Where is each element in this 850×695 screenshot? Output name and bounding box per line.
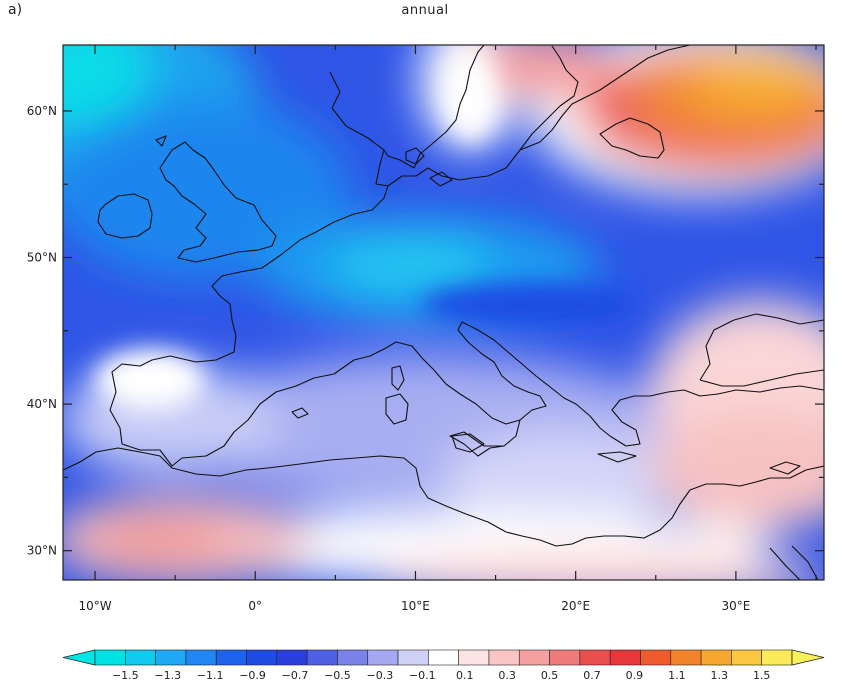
colorbar-swatch: [549, 649, 581, 666]
coast-baltic: [519, 45, 691, 159]
colorbar-swatch: [428, 649, 459, 666]
lon-label: 0°: [248, 599, 262, 613]
coast-ireland: [97, 193, 153, 239]
latitude-labels: 60°N 50°N 40°N 30°N: [27, 104, 57, 558]
colorbar-swatch: [579, 649, 611, 666]
colorbar-swatch: [458, 649, 490, 666]
colorbar-swatch: [609, 649, 641, 666]
axis-ticks: [63, 45, 824, 580]
colorbar-label: −1.5: [112, 669, 139, 682]
colorbar-swatch: [337, 649, 369, 666]
coast-sardinia: [385, 393, 409, 425]
panel-label: a): [8, 2, 23, 18]
coast-scandinavia: [383, 45, 485, 169]
coastlines: [63, 45, 824, 580]
colorbar-label: 1.1: [668, 669, 686, 682]
colorbar-swatch: [397, 649, 429, 666]
colorbar-label: −0.5: [324, 669, 351, 682]
colorbar-label: 1.3: [711, 669, 729, 682]
colorbar-label: −0.3: [367, 669, 394, 682]
colorbar-swatch: [155, 649, 187, 666]
colorbar-label: 0.9: [626, 669, 644, 682]
coast-great-britain: [159, 141, 277, 263]
colorbar-swatch: [276, 649, 308, 666]
colorbar-swatch: [94, 649, 126, 666]
lon-label: 30°E: [721, 599, 750, 613]
colorbar-label: 0.1: [456, 669, 474, 682]
colorbar-label: 1.5: [753, 669, 771, 682]
colorbar-label: 0.5: [541, 669, 559, 682]
coast-sinai: [769, 545, 819, 580]
coast-shetland: [155, 135, 167, 147]
coast-cyprus: [769, 461, 801, 475]
lat-label: 30°N: [27, 544, 57, 558]
plot-frame: [62, 44, 825, 581]
colorbar-swatch: [125, 649, 156, 666]
coast-denmark: [405, 147, 453, 187]
colorbar-swatch: [246, 649, 278, 666]
colorbar: −1.5 −1.3 −1.1 −0.9 −0.7 −0.5 −0.3 −0.1 0.1 0.3 0.…: [62, 649, 825, 682]
coast-corsica: [391, 365, 405, 391]
colorbar-extend-low: [62, 649, 96, 666]
longitude-labels: 10°W 0° 10°E 20°E 30°E: [78, 599, 750, 613]
coast-europe: [109, 45, 824, 467]
colorbar-swatch: [488, 649, 520, 666]
lat-label: 50°N: [27, 251, 57, 265]
colorbar-swatch: [518, 649, 550, 666]
lon-label: 10°W: [78, 599, 111, 613]
colorbar-swatch: [731, 649, 762, 666]
colorbar-extend-high: [791, 649, 825, 666]
colorbar-swatch: [640, 649, 672, 666]
colorbar-swatch: [185, 649, 217, 666]
lat-label: 60°N: [27, 104, 57, 118]
coast-balearic: [291, 407, 309, 419]
map-title: annual: [401, 3, 449, 18]
colorbar-swatch: [367, 649, 399, 666]
lon-label: 20°E: [561, 599, 590, 613]
lat-label: 40°N: [27, 397, 57, 411]
coast-north-africa: [63, 447, 824, 547]
coast-crete: [597, 451, 637, 463]
colorbar-label: 0.7: [583, 669, 601, 682]
lon-label: 10°E: [401, 599, 430, 613]
colorbar-label: −0.9: [239, 669, 266, 682]
colorbar-label: −0.7: [282, 669, 309, 682]
colorbar-label: −1.3: [154, 669, 181, 682]
colorbar-label: 0.3: [498, 669, 516, 682]
colorbar-label: −1.1: [197, 669, 224, 682]
colorbar-swatch: [306, 649, 338, 666]
coast-sicily: [451, 433, 485, 453]
coast-black-sea: [699, 313, 824, 387]
colorbar-label: −0.1: [409, 669, 436, 682]
colorbar-swatch: [670, 649, 702, 666]
colorbar-swatch: [761, 649, 793, 666]
colorbar-swatch: [700, 649, 732, 666]
colorbar-swatch: [215, 649, 247, 666]
anomaly-field: [63, 45, 824, 580]
